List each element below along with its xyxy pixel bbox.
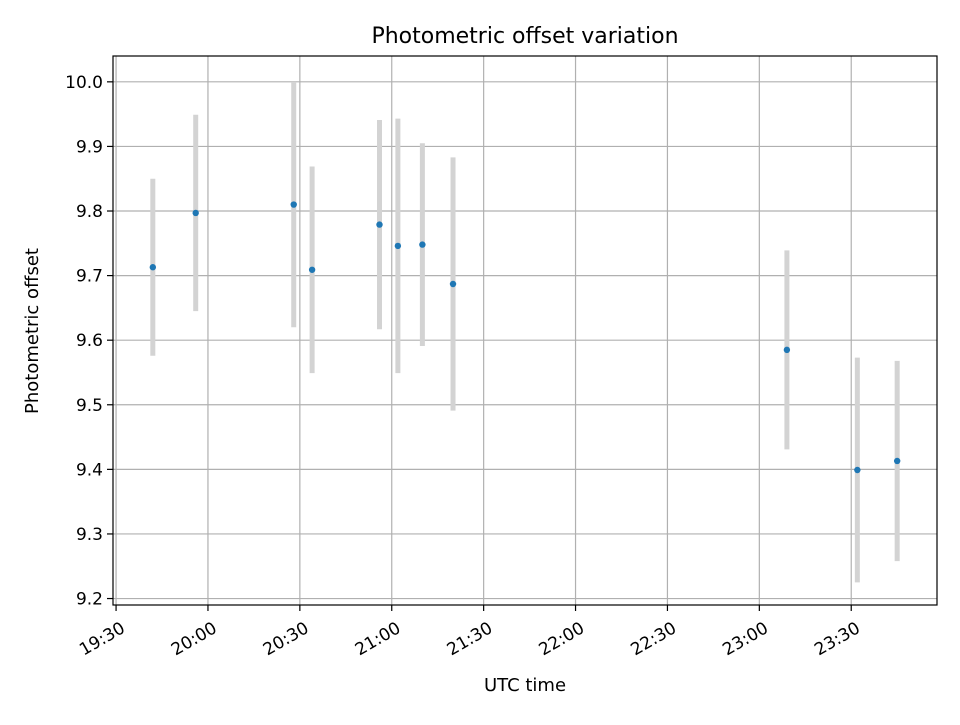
data-point [308, 266, 316, 273]
data-point [783, 346, 791, 354]
x-tick-label: 20:30 [260, 618, 312, 660]
y-tick-label: 9.6 [76, 331, 103, 351]
x-tick-label: 21:00 [352, 618, 404, 660]
y-axis-ticks: 9.2 9.3 9.4 9.5 9.6 9.7 9.8 9.9 10.0 [65, 73, 113, 610]
data-point [394, 242, 402, 250]
error-bars [150, 81, 900, 583]
grid [113, 56, 937, 605]
data-point [419, 241, 426, 248]
x-axis-ticks: 19:30 20:00 20:30 21:00 21:30 22:00 22:30 23:00… [76, 605, 864, 660]
x-tick-label: 20:00 [168, 618, 220, 660]
y-tick-label: 9.9 [76, 137, 103, 157]
y-tick-label: 9.2 [76, 590, 103, 610]
y-tick-label: 9.7 [76, 267, 103, 287]
y-tick-label: 10.0 [65, 73, 103, 93]
plot-frame [112, 55, 938, 606]
y-tick-label: 9.8 [76, 202, 103, 222]
data-point [290, 201, 297, 208]
x-tick-label: 21:30 [444, 618, 496, 660]
chart-title: Photometric offset variation [371, 24, 678, 49]
data-point [893, 457, 901, 465]
data-point [854, 466, 861, 474]
x-tick-label: 19:30 [76, 618, 128, 660]
x-tick-label: 22:30 [628, 618, 680, 660]
data-point [449, 280, 457, 288]
data-points [149, 201, 901, 474]
y-tick-label: 9.5 [76, 396, 103, 416]
y-axis-label: Photometric offset [22, 248, 43, 414]
data-point [192, 209, 199, 217]
y-tick-label: 9.3 [76, 525, 103, 545]
y-tick-label: 9.4 [76, 460, 103, 480]
x-axis-label: UTC time [484, 675, 566, 696]
x-tick-label: 23:00 [719, 618, 771, 660]
x-tick-label: 22:00 [536, 618, 588, 660]
data-point [376, 221, 383, 228]
x-tick-label: 23:30 [811, 618, 863, 660]
data-point [149, 264, 157, 271]
